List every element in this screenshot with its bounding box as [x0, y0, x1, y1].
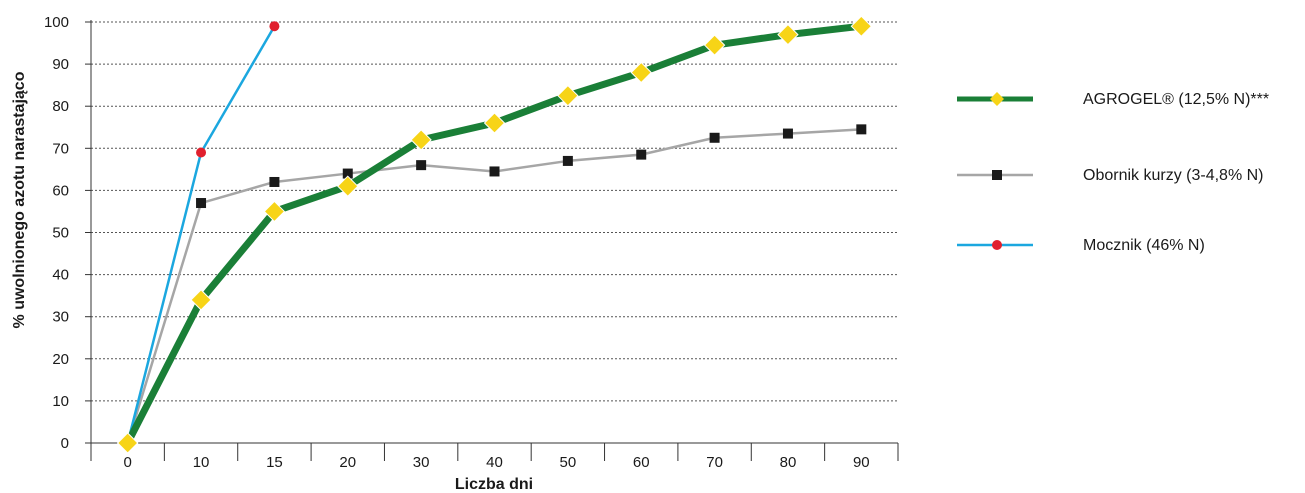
y-tick-label: 100: [44, 14, 69, 31]
x-tick-label: 50: [560, 454, 577, 471]
data-point-s2: [489, 166, 500, 177]
grid-lines: [91, 21, 898, 402]
data-point-s1: [703, 34, 726, 56]
data-point-s1: [190, 289, 212, 311]
x-tick-label: 20: [339, 454, 356, 471]
data-point-s1: [410, 129, 432, 151]
y-axis-title: % uwolnionego azotu narastająco: [11, 71, 28, 328]
data-point-s3: [269, 21, 280, 32]
legend-label: Mocznik (46% N): [1083, 237, 1205, 254]
data-point-s2: [709, 132, 720, 143]
x-tick-label: 80: [780, 454, 797, 471]
x-tick-label: 40: [486, 454, 503, 471]
legend-item-2: Obornik kurzy (3-4,8% N): [957, 167, 1264, 184]
legend-marker: [992, 170, 1002, 180]
x-tick-labels: 0 10 15 20 30 40 50 60 70 80 90: [124, 454, 870, 471]
legend: AGROGEL® (12,5% N)*** Obornik kurzy (3-4,…: [957, 91, 1269, 254]
y-tick-label: 10: [52, 393, 69, 410]
data-point-s1: [116, 432, 139, 454]
y-tick-label: 70: [52, 140, 69, 157]
axes: [85, 20, 899, 461]
x-tick-label: 30: [413, 454, 430, 471]
x-tick-label: 90: [853, 454, 870, 471]
y-tick-label: 60: [52, 182, 69, 199]
data-point-s2: [269, 176, 280, 187]
y-tick-label: 50: [52, 225, 69, 242]
x-tick-label: 60: [633, 454, 650, 471]
data-point-s2: [562, 155, 573, 166]
data-point-s2: [856, 124, 867, 135]
y-tick-label: 30: [52, 309, 69, 326]
data-point-s1: [630, 61, 652, 84]
y-tick-label: 40: [52, 267, 69, 284]
y-tick-label: 80: [52, 98, 69, 115]
y-tick-label: 20: [52, 351, 69, 368]
legend-marker: [990, 92, 1004, 106]
y-tick-labels: 0 10 20 30 40 50 60 70 80 90 100: [44, 14, 69, 452]
x-tick-label: 10: [193, 454, 210, 471]
data-point-s1: [557, 84, 579, 107]
data-point-s1: [850, 15, 873, 37]
data-point-s1: [263, 200, 286, 223]
legend-item-3: Mocznik (46% N): [957, 237, 1205, 254]
data-point-s2: [782, 128, 793, 139]
data-point-s1: [337, 175, 359, 197]
series-markers: [116, 15, 873, 454]
legend-marker: [992, 240, 1002, 250]
data-point-s2: [196, 198, 207, 209]
data-point-s1: [483, 112, 506, 134]
data-point-s3: [196, 147, 207, 158]
x-tick-label: 70: [706, 454, 723, 471]
data-point-s1: [777, 23, 799, 46]
legend-label: Obornik kurzy (3-4,8% N): [1083, 167, 1264, 184]
y-tick-label: 0: [61, 435, 69, 452]
legend-item-1: AGROGEL® (12,5% N)***: [957, 91, 1269, 108]
x-tick-label: 15: [266, 454, 283, 471]
x-tick-label: 0: [124, 454, 132, 471]
y-tick-label: 90: [52, 56, 69, 73]
legend-label: AGROGEL® (12,5% N)***: [1083, 91, 1269, 108]
data-point-s2: [636, 149, 647, 160]
series-lines: [124, 22, 865, 447]
x-axis-title: Liczba dni: [455, 476, 533, 493]
data-point-s2: [342, 168, 353, 179]
data-point-s2: [416, 160, 427, 171]
